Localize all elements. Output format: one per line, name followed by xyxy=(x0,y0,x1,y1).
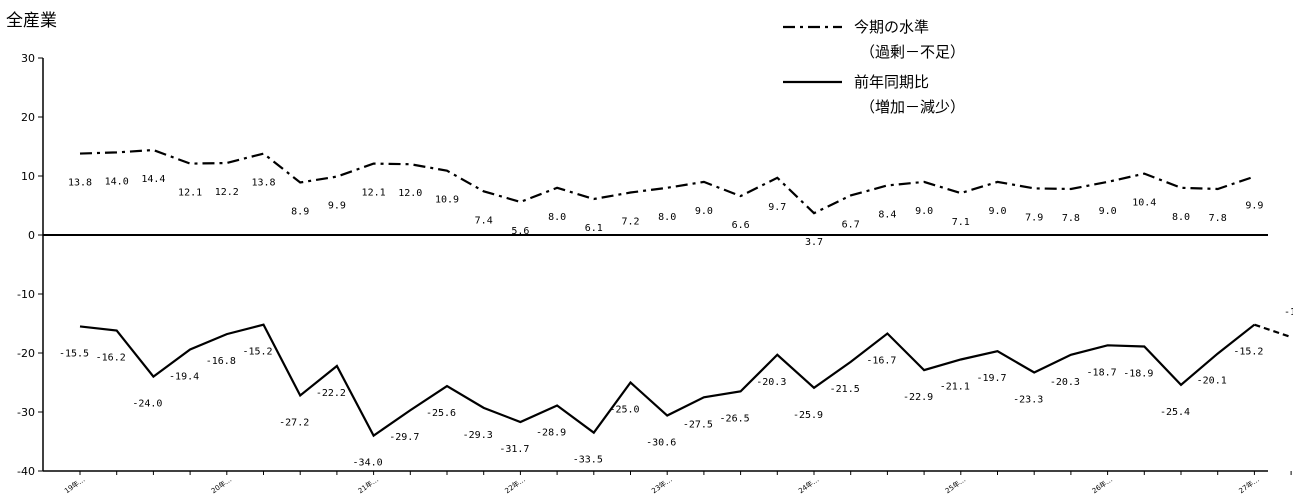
data-label-yoy: -28.9 xyxy=(536,428,566,439)
data-label-yoy: -27.5 xyxy=(683,419,713,430)
axes xyxy=(42,58,1268,472)
data-label-level: 6.7 xyxy=(842,219,860,230)
data-label-yoy: -20.3 xyxy=(756,377,786,388)
data-label-yoy: -25.6 xyxy=(426,408,456,419)
x-tick-label: 26年… xyxy=(1090,475,1114,496)
x-tick-label: 19年… xyxy=(63,475,87,496)
legend-label-level: 今期の水準 xyxy=(854,18,929,36)
y-tick-label: -30 xyxy=(17,406,35,419)
x-tick-label: 23年… xyxy=(650,475,674,496)
data-label-level: 6.6 xyxy=(732,220,750,231)
data-label-level: 12.1 xyxy=(178,188,202,199)
data-label-level: 8.4 xyxy=(878,209,896,220)
data-label-level: 12.2 xyxy=(215,187,239,198)
y-tick-label: -20 xyxy=(17,347,35,360)
data-label-level: 9.7 xyxy=(768,202,786,213)
data-label-level: 10.4 xyxy=(1132,198,1156,209)
data-label-yoy: -24.0 xyxy=(132,399,162,410)
legend: 今期の水準 （過剰－不足） 前年同期比 （増加－減少） xyxy=(783,18,965,116)
data-label-level: 7.1 xyxy=(952,217,970,228)
data-label-yoy: -22.9 xyxy=(903,392,933,403)
data-label-level: 13.8 xyxy=(68,178,92,189)
data-label-level: 13.8 xyxy=(251,178,275,189)
data-label-level: 5.6 xyxy=(511,226,529,237)
data-label-level: 8.0 xyxy=(548,212,566,223)
data-label-yoy: -16.2 xyxy=(96,353,126,364)
x-axis-ticks: 19年… 20年… 21年… 22年… 23年… 24年… 25年… 26年… 27年… xyxy=(63,471,1292,495)
x-tick-label: 20年… xyxy=(209,475,233,496)
data-label-yoy: -26.5 xyxy=(720,413,750,424)
data-label-level: 9.0 xyxy=(1099,206,1117,217)
data-label-yoy: -18.7 xyxy=(1087,367,1117,378)
series-level-line xyxy=(79,148,1255,215)
data-label-yoy: -30.6 xyxy=(646,438,676,449)
y-tick-label: -10 xyxy=(17,288,35,301)
data-label-yoy: -16.7 xyxy=(866,356,896,367)
data-labels: 13.8 14.0 14.4 12.1 12.2 13.8 8.9 9.9 12.1 12.0 10… xyxy=(59,174,1293,469)
data-label-yoy: -29.7 xyxy=(389,432,419,443)
data-label-level: 3.7 xyxy=(805,237,823,248)
data-label-level: 8.9 xyxy=(291,206,309,217)
data-label-yoy: -21.5 xyxy=(830,384,860,395)
data-label-level: 14.0 xyxy=(105,176,129,187)
data-label-yoy: -33.5 xyxy=(573,455,603,466)
x-tick-label: 27年… xyxy=(1237,475,1261,496)
data-label-level: 9.9 xyxy=(1245,201,1263,212)
legend-sub-level: （過剰－不足） xyxy=(860,43,965,61)
data-label-yoy: -19.7 xyxy=(976,373,1006,384)
data-label-level: 12.1 xyxy=(362,188,386,199)
data-label-yoy: -25.4 xyxy=(1160,407,1190,418)
data-label-level: 7.4 xyxy=(475,215,493,226)
series-yoy-line xyxy=(79,323,1256,438)
series-layer xyxy=(79,148,1292,438)
x-tick-label: 21年… xyxy=(356,475,380,496)
y-axis-ticks: 30 20 10 0 -10 -20 -30 -40 xyxy=(17,52,43,478)
data-label-yoy: -25.9 xyxy=(793,410,823,421)
data-label-yoy: -16.8 xyxy=(206,356,236,367)
data-label-level: 6.1 xyxy=(585,223,603,234)
data-label-level: 12.0 xyxy=(398,188,422,199)
data-label-level: 9.9 xyxy=(328,201,346,212)
data-label-yoy: -17.3 xyxy=(1284,307,1293,318)
legend-label-yoy: 前年同期比 xyxy=(854,73,929,91)
chart-title: 全産業 xyxy=(6,11,57,31)
y-tick-label: 10 xyxy=(21,170,35,183)
data-label-yoy: -20.3 xyxy=(1050,377,1080,388)
x-tick-label: 22年… xyxy=(503,475,527,496)
data-label-level: 7.9 xyxy=(1025,212,1043,223)
data-label-level: 9.0 xyxy=(695,206,713,217)
data-label-yoy: -23.3 xyxy=(1013,394,1043,405)
data-label-level: 8.0 xyxy=(658,212,676,223)
data-label-yoy: -31.7 xyxy=(499,444,529,455)
x-tick-label: 24年… xyxy=(797,475,821,496)
data-label-yoy: -15.5 xyxy=(59,348,89,359)
y-tick-label: 0 xyxy=(28,229,35,242)
data-label-level: 7.2 xyxy=(621,217,639,228)
data-label-yoy: -22.2 xyxy=(316,388,346,399)
data-label-level: 8.0 xyxy=(1172,212,1190,223)
y-tick-label: -40 xyxy=(17,465,35,478)
data-label-level: 9.0 xyxy=(988,206,1006,217)
data-label-yoy: -20.1 xyxy=(1197,376,1227,387)
data-label-yoy: -21.1 xyxy=(940,381,970,392)
data-label-level: 7.8 xyxy=(1062,213,1080,224)
data-label-yoy: -19.4 xyxy=(169,371,199,382)
data-label-yoy: -34.0 xyxy=(353,458,383,469)
data-label-yoy: -15.2 xyxy=(242,347,272,358)
data-label-level: 9.0 xyxy=(915,206,933,217)
data-label-level: 14.4 xyxy=(141,174,165,185)
data-label-level: 7.8 xyxy=(1209,213,1227,224)
series-yoy-last-segment xyxy=(1254,323,1292,339)
x-tick-label: 25年… xyxy=(943,475,967,496)
y-tick-label: 20 xyxy=(21,111,35,124)
data-label-yoy: -27.2 xyxy=(279,417,309,428)
data-label-yoy: -15.2 xyxy=(1233,347,1263,358)
data-label-yoy: -29.3 xyxy=(463,430,493,441)
data-label-yoy: -18.9 xyxy=(1123,369,1153,380)
legend-sub-yoy: （増加－減少） xyxy=(860,98,965,116)
y-tick-label: 30 xyxy=(21,52,35,65)
data-label-yoy: -25.0 xyxy=(609,405,639,416)
data-label-level: 10.9 xyxy=(435,195,459,206)
